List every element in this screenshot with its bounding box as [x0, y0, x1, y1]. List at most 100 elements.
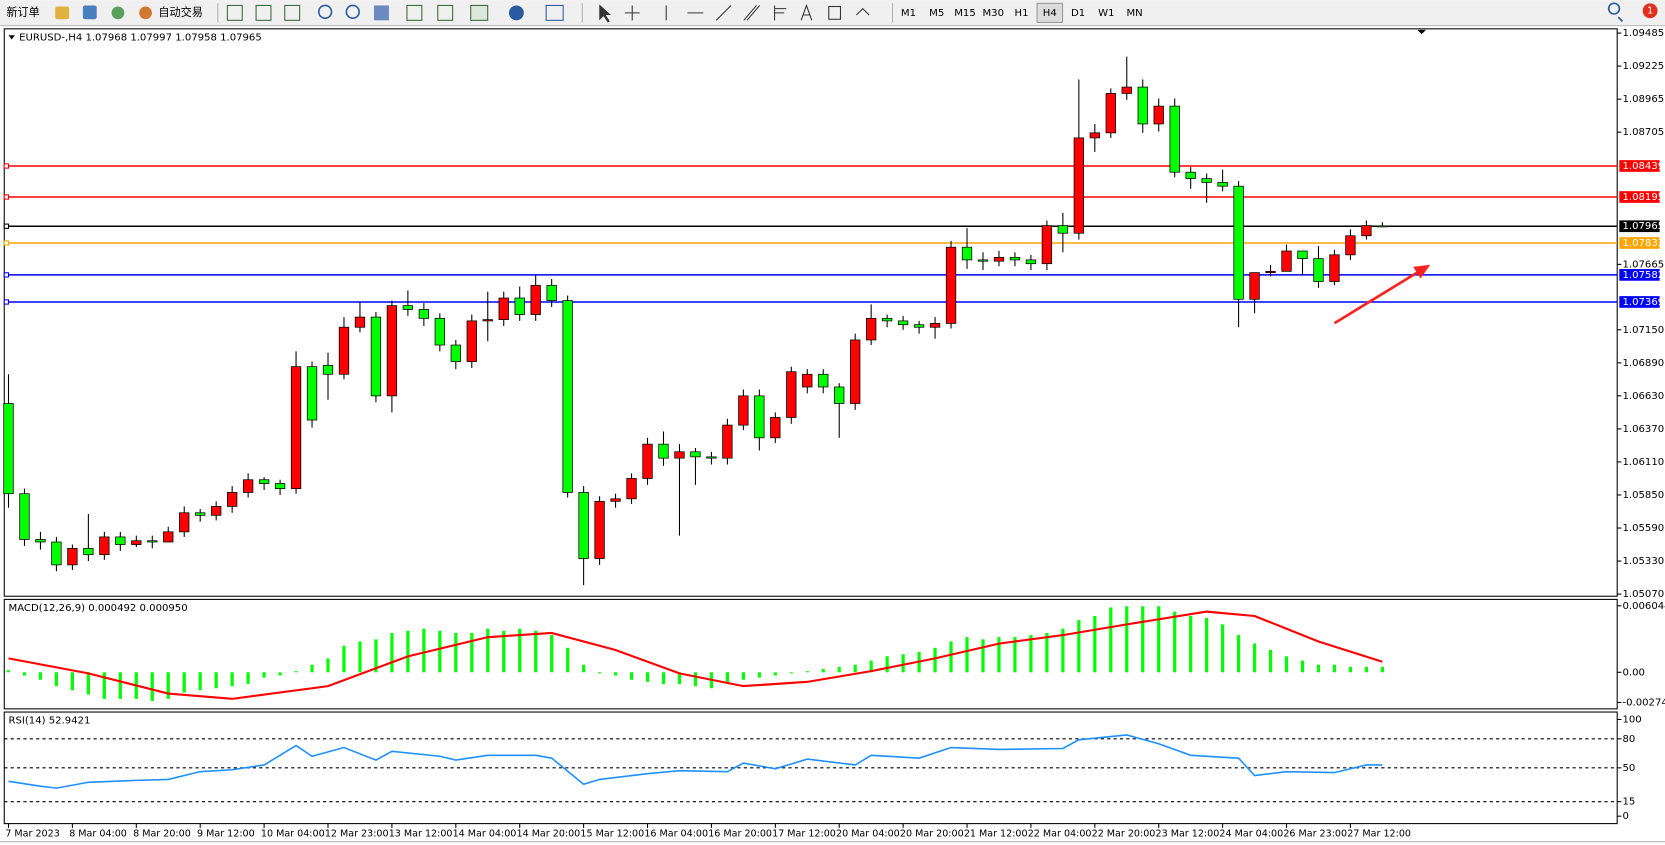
macd-bar [550, 635, 554, 673]
candle-body [961, 246, 973, 261]
rsi-header: RSI(14) 52.9421 [9, 716, 91, 727]
auto-trade-button[interactable]: 自动交易 [158, 5, 203, 19]
timeframe-button[interactable]: M1 [901, 8, 916, 19]
candle-body [338, 326, 350, 375]
macd-bar [86, 672, 90, 695]
level-handle [3, 163, 10, 169]
level-handle [3, 272, 10, 278]
macd-bar [1268, 649, 1273, 673]
macd-bar [1221, 624, 1225, 673]
candle-body [19, 493, 30, 540]
candle-body [594, 500, 605, 559]
candle-body [1073, 137, 1084, 234]
rsi-tick-label: 0 [1622, 811, 1628, 822]
text-tool[interactable] [800, 3, 813, 21]
timeframe-button[interactable]: W1 [1098, 8, 1114, 19]
search-icon[interactable] [1607, 2, 1624, 22]
x-tick-label: 27 Mar 12:00 [1347, 829, 1411, 840]
macd-tick-label: -0.002746 [1622, 697, 1665, 708]
cursor-tool[interactable] [599, 4, 611, 23]
new-order-button[interactable]: 新订单 [6, 5, 39, 19]
level-label: 1.07833 [1622, 238, 1664, 249]
candle-body [1313, 258, 1324, 282]
auto-trade-icon[interactable] [139, 6, 152, 20]
timeframe-button[interactable]: H4 [1043, 8, 1057, 19]
candle-body [610, 498, 621, 502]
candle-body [1105, 93, 1116, 134]
candle-body [1137, 86, 1148, 125]
shift-marker [1417, 29, 1426, 35]
timeframe-button[interactable]: M30 [982, 8, 1004, 19]
y-tick-label: 1.07150 [1622, 325, 1664, 336]
candle-body [466, 320, 477, 362]
arrow-tool[interactable] [856, 7, 870, 16]
zoom-out[interactable] [345, 4, 360, 20]
macd-bar [1093, 615, 1097, 673]
crosshair-tool[interactable] [624, 5, 640, 21]
fibo-tool[interactable] [774, 5, 787, 21]
macd-bar [1316, 664, 1321, 673]
macd-bar [198, 672, 202, 691]
x-tick-label: 13 Mar 12:00 [389, 829, 453, 840]
icon[interactable] [508, 5, 524, 21]
candle-body [306, 366, 318, 421]
annotation [1333, 264, 1431, 325]
macd-bar [789, 672, 793, 674]
candle-body [1025, 259, 1037, 265]
candle-body [242, 479, 254, 493]
level-label-bg [1619, 191, 1660, 203]
icon[interactable] [284, 4, 301, 21]
trendline-tool[interactable] [715, 5, 732, 21]
icon[interactable] [437, 4, 454, 21]
icon[interactable] [55, 6, 70, 20]
notification-badge[interactable] [1642, 3, 1658, 19]
macd-bar [933, 647, 937, 673]
candle-body [402, 305, 414, 310]
candle-body [514, 297, 525, 315]
icon[interactable] [82, 5, 97, 20]
x-tick-label: 14 Mar 20:00 [517, 829, 581, 840]
macd-bar [629, 672, 634, 680]
icon[interactable] [226, 4, 243, 21]
macd-bar [1077, 620, 1081, 673]
timeframe-button[interactable]: MN [1126, 8, 1142, 19]
icon[interactable] [111, 6, 125, 20]
timeframe-button[interactable]: D1 [1071, 8, 1085, 19]
chart-panels: EURUSD-,H4 1.07968 1.07997 1.07958 1.079… [0, 28, 1665, 843]
macd-bar [358, 641, 362, 673]
macd-bar [757, 672, 761, 678]
timeframe-button[interactable]: M5 [929, 8, 944, 19]
level-handle [3, 299, 10, 305]
timeframe-button[interactable]: H1 [1015, 8, 1029, 19]
macd-tick-label: 0.00 [1622, 667, 1644, 678]
macd-bar [1189, 615, 1193, 673]
timeframe-bar: M1 M5 M15 M30 H1 H4 D1 W1 MN [901, 2, 1143, 23]
candle-body [354, 316, 366, 328]
level-label-bg [1619, 237, 1660, 249]
candle-body [1361, 225, 1372, 237]
x-tick-label: 8 Mar 20:00 [133, 829, 191, 840]
icon[interactable] [406, 4, 423, 21]
macd-bar [1109, 607, 1113, 673]
macd-bar [1029, 635, 1033, 673]
candle-body [1201, 178, 1212, 183]
timeframe-button[interactable]: M15 [954, 8, 976, 19]
macd-bar [1332, 664, 1337, 673]
icon[interactable] [470, 4, 489, 21]
x-tick-label: 8 Mar 04:00 [69, 829, 127, 840]
candle-body [993, 256, 1005, 262]
macd-bar [534, 630, 538, 673]
icon[interactable] [374, 5, 389, 21]
level-label-bg [1619, 269, 1660, 281]
candle-body [929, 323, 941, 328]
candle-body [418, 309, 430, 319]
icon[interactable] [545, 4, 564, 21]
zoom-in[interactable] [317, 4, 333, 20]
channel-tool[interactable] [743, 5, 761, 21]
label-tool[interactable] [828, 5, 842, 20]
x-tick-label: 9 Mar 12:00 [197, 829, 255, 840]
macd-bar [470, 633, 474, 673]
x-tick-label: 16 Mar 20:00 [708, 829, 772, 840]
candle-body [163, 531, 174, 543]
icon[interactable] [255, 4, 272, 21]
